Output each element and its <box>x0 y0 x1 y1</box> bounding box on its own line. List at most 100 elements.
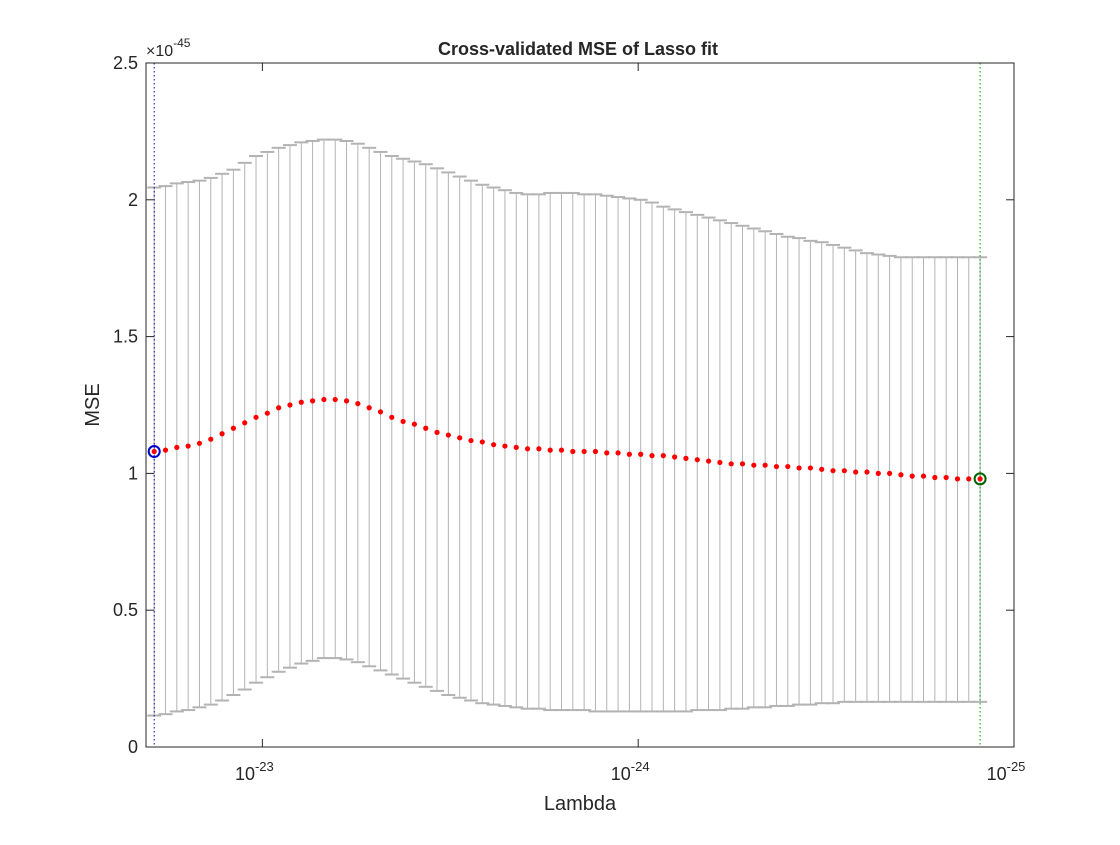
data-point <box>830 468 836 474</box>
data-point <box>751 462 757 468</box>
y-tick-label: 1 <box>128 463 138 483</box>
data-point <box>513 444 519 451</box>
data-point <box>954 476 961 482</box>
y-axis-label: MSE <box>82 383 104 426</box>
data-point <box>434 429 440 435</box>
data-point <box>773 463 780 470</box>
data-point <box>705 458 712 464</box>
data-point <box>389 414 395 420</box>
data-point <box>898 472 904 478</box>
data-point <box>479 439 485 445</box>
chart-title: Cross-validated MSE of Lasso fit <box>438 39 718 59</box>
data-point <box>966 476 972 482</box>
data-point <box>739 461 746 467</box>
data-point <box>762 462 768 468</box>
data-point <box>626 451 632 457</box>
data-point <box>694 457 700 463</box>
y-axis: 0 0.5 1 1.5 2 2.5 <box>113 53 1014 757</box>
data-point <box>242 420 248 426</box>
data-point <box>558 447 565 453</box>
data-point <box>502 443 508 449</box>
svg-text:×10-45: ×10-45 <box>146 36 191 60</box>
y-tick-label: 2.5 <box>113 53 138 73</box>
errorbars <box>147 138 988 717</box>
x-tick-label: 10-24 <box>611 759 650 784</box>
data-point <box>841 468 847 474</box>
data-point <box>932 474 938 481</box>
data-point <box>638 451 644 457</box>
data-point <box>683 455 689 461</box>
data-point <box>174 444 180 451</box>
data-point <box>943 474 949 481</box>
y-tick-label: 0.5 <box>113 600 138 620</box>
data-point <box>672 454 678 460</box>
data-point <box>909 473 915 479</box>
highlight-circle <box>973 472 987 486</box>
y-tick-label: 2 <box>128 190 138 210</box>
data-point <box>615 450 621 456</box>
data-point <box>592 448 599 455</box>
data-point <box>423 425 429 431</box>
data-point <box>875 470 881 476</box>
y-tick-label: 1.5 <box>113 327 138 347</box>
data-point <box>298 399 304 405</box>
x-tick-label: 10-23 <box>235 759 274 784</box>
highlight-circle <box>147 445 161 459</box>
data-point <box>807 465 813 471</box>
data-point <box>445 432 451 438</box>
data-point <box>276 405 282 411</box>
data-point <box>819 466 825 472</box>
x-axis: 10-23 10-24 10-25 <box>235 63 1025 784</box>
data-point <box>230 425 236 431</box>
data-point <box>366 405 372 411</box>
data-point <box>321 396 327 403</box>
data-point <box>864 469 870 475</box>
highlight-markers <box>147 445 987 486</box>
x-axis-label: Lambda <box>544 793 617 815</box>
data-point <box>400 418 406 425</box>
data-point <box>536 446 542 452</box>
data-point <box>151 448 157 455</box>
data-point <box>309 398 316 404</box>
data-point <box>717 459 723 466</box>
data-point <box>343 398 350 404</box>
data-point <box>920 473 927 479</box>
data-point <box>570 448 576 455</box>
plot-area <box>145 62 1015 748</box>
data-point <box>264 410 270 416</box>
data-point <box>728 461 734 467</box>
data-point <box>411 421 418 427</box>
data-point <box>853 469 859 475</box>
data-point <box>604 450 610 456</box>
data-point <box>287 402 293 408</box>
data-point <box>524 446 531 452</box>
data-point <box>785 463 791 470</box>
y-exponent-label: ×10-45 <box>146 36 191 60</box>
data-points <box>151 396 983 482</box>
data-point <box>468 437 474 444</box>
y-exponent-base: ×10 <box>146 43 173 60</box>
data-point <box>208 436 214 442</box>
reference-lines <box>153 63 981 747</box>
data-point <box>886 470 893 476</box>
data-point <box>162 447 169 453</box>
data-point <box>977 476 983 482</box>
y-tick-label: 0 <box>128 737 138 757</box>
data-point <box>332 396 338 403</box>
data-point <box>649 453 655 459</box>
data-point <box>796 465 802 471</box>
data-point <box>547 447 553 453</box>
data-point <box>253 414 259 420</box>
data-point <box>219 431 225 437</box>
data-point <box>457 435 463 441</box>
data-point <box>660 453 666 459</box>
data-point <box>581 448 587 455</box>
y-exponent-power: -45 <box>173 36 191 50</box>
data-point <box>491 442 497 448</box>
data-point <box>355 401 361 407</box>
data-point <box>377 409 384 415</box>
data-point <box>185 443 191 449</box>
data-point <box>196 440 203 446</box>
